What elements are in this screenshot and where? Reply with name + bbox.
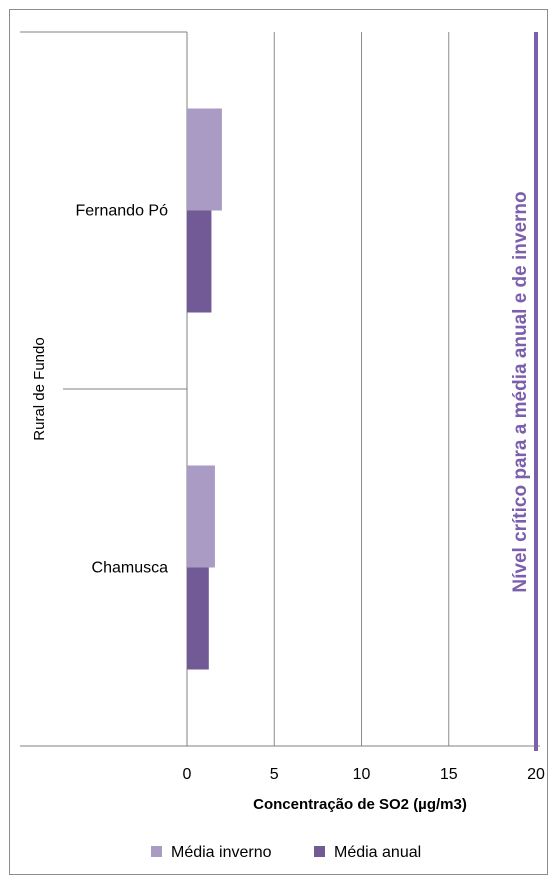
bars	[187, 108, 222, 670]
reference-line: Nível crítico para a média anual e de in…	[510, 32, 538, 751]
legend-label-media-anual: Média anual	[334, 844, 421, 861]
x-tick-label: 5	[270, 766, 279, 783]
legend-swatch-media-inverno	[151, 846, 162, 857]
gridlines	[273, 32, 537, 746]
bar-media-anual-fernando-po	[187, 210, 212, 313]
x-tick-label: 15	[440, 766, 458, 783]
x-tick-label: 20	[527, 766, 545, 783]
category-labels: Fernando Pó Chamusca	[75, 203, 168, 577]
bar-media-anual-chamusca	[187, 567, 209, 670]
axes	[20, 31, 540, 747]
category-label: Fernando Pó	[75, 203, 168, 220]
reference-line-label: Nível crítico para a média anual e de in…	[510, 191, 531, 592]
legend-label-media-inverno: Média inverno	[171, 844, 272, 861]
x-tick-labels: 0 5 10 15 20	[183, 766, 545, 783]
category-label: Chamusca	[92, 560, 169, 577]
legend-swatch-media-anual	[314, 846, 325, 857]
chart-frame	[9, 9, 548, 875]
x-tick-label: 10	[353, 766, 371, 783]
bar-media-inverno-fernando-po	[187, 108, 222, 211]
x-tick-label: 0	[183, 766, 192, 783]
bar-media-inverno-chamusca	[187, 465, 215, 568]
reference-line-bar	[534, 32, 538, 751]
legend: Média inverno Média anual	[151, 844, 421, 861]
group-label: Rural de Fundo	[31, 337, 48, 440]
x-axis-title: Concentração de SO2 (µg/m3)	[253, 796, 467, 813]
